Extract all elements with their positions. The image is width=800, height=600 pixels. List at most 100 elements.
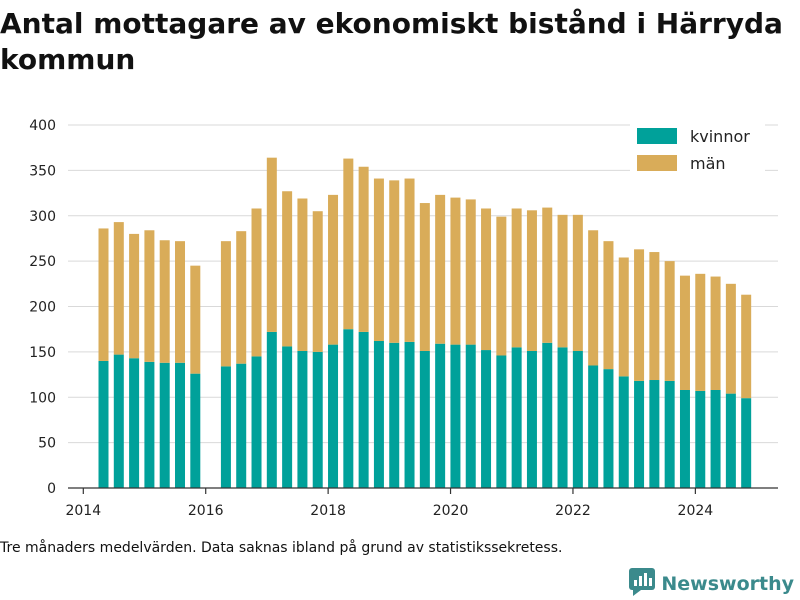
bar-kvinnor [679, 389, 690, 488]
bar-män [312, 211, 323, 352]
bar-kvinnor [695, 390, 706, 488]
bar-kvinnor [404, 341, 415, 488]
bar-kvinnor [618, 376, 629, 488]
bar-män [297, 198, 308, 351]
bar-kvinnor [282, 346, 293, 488]
x-tick-label: 2024 [678, 503, 714, 519]
y-tick-label: 350 [29, 163, 56, 179]
bar-män [634, 249, 645, 381]
bar-män [526, 210, 537, 351]
y-tick-label: 0 [47, 481, 56, 497]
bar-män [465, 199, 476, 345]
bar-män [679, 275, 690, 390]
bar-kvinnor [312, 351, 323, 488]
bar-kvinnor [710, 389, 721, 488]
bar-kvinnor [343, 329, 354, 488]
bar-män [664, 261, 675, 381]
bar-män [251, 208, 262, 357]
bar-män [98, 228, 109, 361]
footnote: Tre månaders medelvärden. Data saknas ib… [0, 540, 563, 556]
bar-kvinnor [511, 347, 522, 488]
bar-kvinnor [465, 344, 476, 488]
chart-title: Antal mottagare av ekonomiskt bistånd i … [0, 7, 783, 76]
bar-kvinnor [741, 398, 752, 488]
bar-kvinnor [496, 355, 507, 488]
bar-män [144, 230, 155, 362]
bar-män [649, 252, 660, 381]
bar-kvinnor [542, 342, 553, 488]
bar-kvinnor [144, 361, 155, 488]
bar-kvinnor [373, 340, 384, 488]
bar-kvinnor [588, 365, 599, 488]
bar-kvinnor [649, 380, 660, 488]
bar-kvinnor [634, 380, 645, 488]
bar-kvinnor [419, 350, 430, 488]
bar-kvinnor [526, 350, 537, 488]
bar-kvinnor [266, 331, 277, 488]
bar-kvinnor [98, 360, 109, 488]
bar-kvinnor [220, 366, 231, 488]
bar-män [113, 222, 124, 355]
bar-män [741, 294, 752, 399]
y-tick-label: 50 [38, 436, 56, 452]
bar-män [695, 273, 706, 391]
x-axis: 2014 2016 2018 2020 2022 2024 [65, 487, 778, 519]
bar-kvinnor [358, 331, 369, 488]
x-tick-label: 2022 [555, 503, 591, 519]
bar-män [419, 203, 430, 351]
bar-män [725, 283, 736, 394]
brand[interactable]: Newsworthy [629, 568, 794, 600]
bar-män [236, 231, 247, 364]
bar-män [343, 158, 354, 330]
bar-män [282, 191, 293, 347]
y-tick-label: 300 [29, 209, 56, 225]
bar-kvinnor [450, 344, 461, 488]
bar-män [266, 157, 277, 332]
bar-män [618, 257, 629, 377]
bar-män [603, 241, 614, 370]
bar-kvinnor [129, 358, 140, 488]
bar-kvinnor [557, 347, 568, 488]
bar-män [588, 230, 599, 366]
bar-kvinnor [328, 344, 339, 488]
bar-män [175, 241, 186, 363]
bar-män [710, 276, 721, 390]
bar-män [159, 240, 170, 363]
y-tick-label: 400 [29, 118, 56, 134]
bar-kvinnor [190, 373, 201, 488]
stacked-bar-chart: 0 50 100 150 200 250 300 350 400 2014 2016 2018 202… [29, 118, 778, 519]
bar-män [404, 178, 415, 342]
bar-kvinnor [297, 350, 308, 488]
bar-kvinnor [603, 369, 614, 488]
bar-kvinnor [236, 363, 247, 488]
newsworthy-logo-icon [629, 568, 656, 600]
bar-män [129, 233, 140, 359]
bar-män [190, 265, 201, 374]
bar-kvinnor [664, 380, 675, 488]
legend-label-män: män [690, 154, 726, 173]
x-tick-label: 2016 [188, 503, 224, 519]
bar-kvinnor [572, 350, 583, 488]
x-tick-label: 2020 [433, 503, 469, 519]
legend-swatch-kvinnor [637, 128, 677, 144]
bar-kvinnor [435, 343, 446, 488]
y-axis: 0 50 100 150 200 250 300 350 400 [29, 118, 56, 497]
bar-män [435, 194, 446, 344]
y-tick-label: 200 [29, 300, 56, 316]
bar-män [481, 208, 492, 351]
legend: kvinnor män [630, 124, 765, 176]
bar-män [373, 178, 384, 341]
brand-name: Newsworthy [661, 573, 794, 595]
bar-kvinnor [251, 356, 262, 488]
x-tick-label: 2014 [65, 503, 101, 519]
bar-män [511, 208, 522, 348]
bar-män [358, 166, 369, 332]
bar-män [220, 241, 231, 367]
bar-kvinnor [389, 342, 400, 488]
y-tick-label: 150 [29, 345, 56, 361]
bar-män [542, 207, 553, 343]
bar-män [389, 180, 400, 343]
y-tick-label: 100 [29, 390, 56, 406]
bar-män [572, 214, 583, 351]
x-tick-label: 2018 [310, 503, 346, 519]
